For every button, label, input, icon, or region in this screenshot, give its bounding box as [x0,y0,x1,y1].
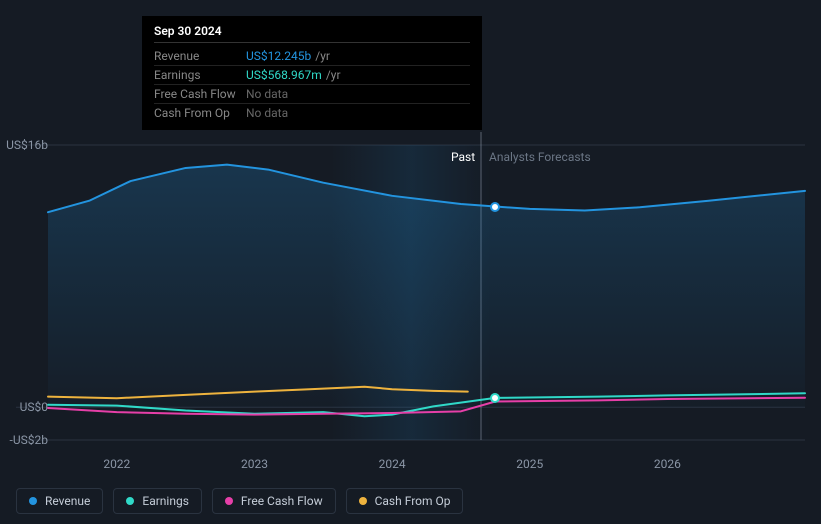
legend-label: Earnings [142,494,189,508]
tooltip-row-value: US$568.967m [246,68,322,82]
tooltip-row-value: No data [246,106,288,120]
legend-label: Cash From Op [375,494,451,508]
legend-dot-icon [126,497,134,505]
past-section-label: Past [451,150,475,164]
legend-label: Revenue [45,494,90,508]
tooltip-row: EarningsUS$568.967m/yr [154,66,470,85]
chart-marker [490,393,500,403]
x-axis-tick-label: 2026 [654,457,681,471]
chart-legend: Revenue Earnings Free Cash Flow Cash From O… [16,488,463,514]
tooltip-row: RevenueUS$12.245b/yr [154,47,470,66]
financial-chart: Past Analysts Forecasts Sep 30 2024 Reve… [0,0,821,524]
tooltip-row: Free Cash FlowNo data [154,85,470,104]
tooltip-row-label: Earnings [154,68,246,82]
legend-dot-icon [29,497,37,505]
tooltip-row-label: Revenue [154,49,246,63]
chart-marker [490,202,500,212]
x-axis-tick-label: 2023 [241,457,268,471]
forecast-section-label: Analysts Forecasts [489,150,591,164]
legend-dot-icon [359,497,367,505]
y-axis-tick-label: US$16b [6,138,48,152]
tooltip-row-label: Cash From Op [154,106,246,120]
legend-dot-icon [225,497,233,505]
legend-item[interactable]: Free Cash Flow [212,488,336,514]
y-axis-tick-label: US$0 [20,400,48,414]
legend-item[interactable]: Revenue [16,488,103,514]
tooltip-row-value: No data [246,87,288,101]
x-axis-tick-label: 2025 [516,457,543,471]
tooltip-row: Cash From OpNo data [154,104,470,122]
tooltip-row-value: US$12.245b [246,49,311,63]
x-axis-tick-label: 2022 [103,457,130,471]
tooltip-rows: RevenueUS$12.245b/yrEarningsUS$568.967m/… [154,47,470,122]
tooltip-row-suffix: /yr [315,49,330,63]
tooltip-row-label: Free Cash Flow [154,87,246,101]
legend-item[interactable]: Cash From Op [346,488,464,514]
y-axis-tick-label: -US$2b [10,433,48,447]
chart-tooltip: Sep 30 2024 RevenueUS$12.245b/yrEarnings… [142,16,482,130]
tooltip-row-suffix: /yr [326,68,341,82]
tooltip-date: Sep 30 2024 [154,24,470,43]
x-axis-tick-label: 2024 [379,457,406,471]
legend-item[interactable]: Earnings [113,488,202,514]
legend-label: Free Cash Flow [241,494,323,508]
